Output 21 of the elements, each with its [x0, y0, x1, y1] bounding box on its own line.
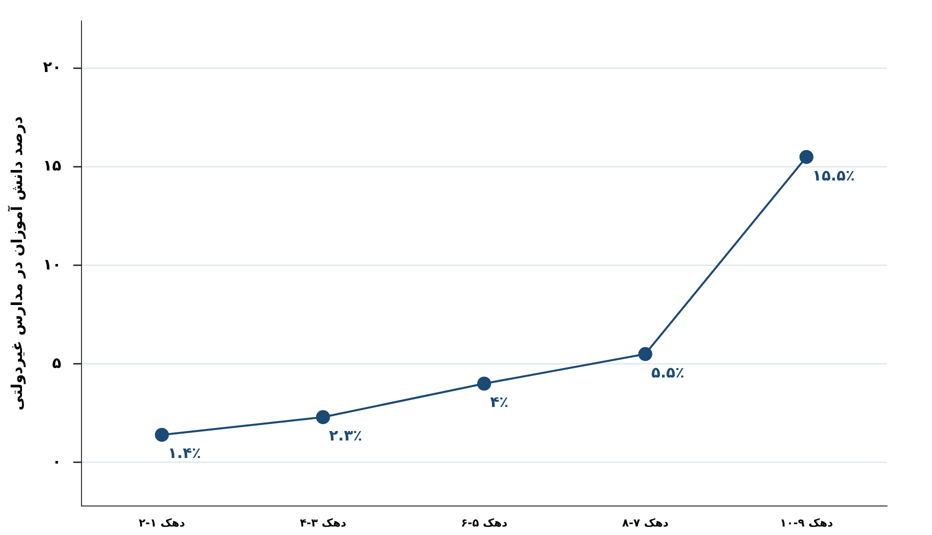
y-tick-label: ۱۰	[43, 255, 62, 274]
point	[316, 410, 330, 424]
point	[477, 376, 492, 391]
data-label: ۱۵.۵٪	[812, 166, 855, 184]
x-tick-label: دهک ۱-۲	[138, 516, 186, 530]
x-tick-label: دهک ۹-۱۰	[780, 516, 834, 530]
y-tick-label: ۰	[52, 452, 62, 470]
point	[799, 150, 814, 164]
data-label: ۲.۳٪	[329, 426, 362, 445]
point	[638, 347, 652, 362]
data-label: ۱.۴٪	[168, 444, 202, 462]
y-tick-label: ۲۰	[43, 58, 62, 76]
y-axis-title: درصد دانش آموزان در مدارس غیردولتی	[6, 116, 26, 410]
y-tick-label: ۵	[52, 354, 62, 372]
x-tick-label: دهک ۵-۶	[460, 516, 508, 530]
x-tick-label: دهک ۳-۴	[300, 516, 347, 530]
x-tick-label: دهک ۷-۸	[622, 516, 669, 530]
point	[154, 428, 169, 442]
y-tick-label: ۱۵	[43, 156, 62, 175]
data-label: ۵.۵٪	[651, 363, 684, 382]
data-label: ۴٪	[490, 393, 508, 412]
